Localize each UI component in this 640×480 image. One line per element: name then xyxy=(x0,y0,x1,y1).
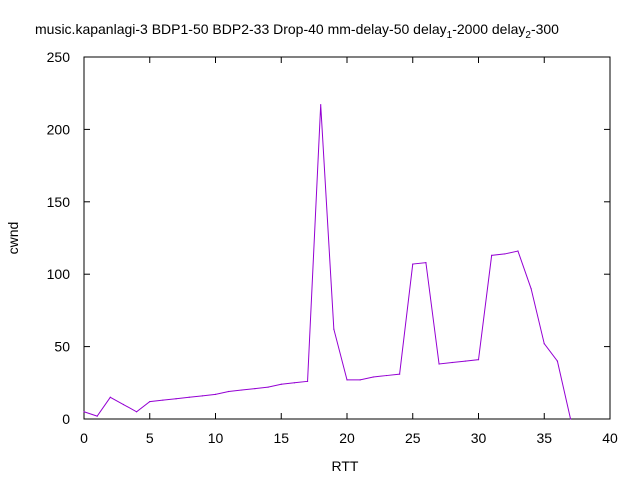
y-tick-label: 100 xyxy=(47,266,71,282)
x-axis-ticks: 0 5 10 15 20 25 30 35 40 xyxy=(80,57,618,446)
x-tick-label: 15 xyxy=(273,430,289,446)
data-point xyxy=(333,328,335,330)
x-tick-label: 10 xyxy=(208,430,224,446)
data-point xyxy=(241,389,243,391)
cwnd-series-line xyxy=(83,104,572,420)
data-point xyxy=(267,386,269,388)
data-point xyxy=(201,395,203,397)
data-point xyxy=(162,399,164,401)
data-point xyxy=(543,343,545,345)
x-axis-label: RTT xyxy=(332,458,359,474)
data-point xyxy=(530,288,532,290)
y-tick-label: 250 xyxy=(47,49,71,65)
x-tick-label: 40 xyxy=(602,430,618,446)
y-tick-label: 50 xyxy=(54,339,70,355)
y-tick-label: 200 xyxy=(47,121,71,137)
title-segment: music.kapanlagi-3 BDP1-50 BDP2-33 Drop-4… xyxy=(35,21,447,37)
title-segment: -300 xyxy=(531,21,559,37)
data-point xyxy=(412,263,414,265)
x-tick-label: 0 xyxy=(80,430,88,446)
data-point xyxy=(359,379,361,381)
data-point xyxy=(280,383,282,385)
y-tick-label: 150 xyxy=(47,194,71,210)
title-subscript: 1 xyxy=(447,30,453,41)
data-point xyxy=(149,401,151,403)
data-point xyxy=(385,374,388,377)
data-point xyxy=(372,376,374,378)
data-point xyxy=(477,359,480,361)
data-point xyxy=(175,398,177,400)
x-tick-label: 5 xyxy=(146,430,154,446)
plot-frame xyxy=(83,56,611,420)
data-point xyxy=(136,411,138,413)
data-point xyxy=(464,360,466,362)
title-segment: -2000 delay xyxy=(452,21,525,37)
data-point xyxy=(451,361,453,364)
data-point xyxy=(556,360,559,362)
data-point xyxy=(504,253,506,255)
data-point xyxy=(438,363,440,365)
x-tick-label: 25 xyxy=(405,430,421,446)
y-tick-label: 0 xyxy=(62,411,70,427)
data-point xyxy=(254,387,256,390)
data-point xyxy=(228,390,230,393)
data-point xyxy=(320,104,322,106)
data-point xyxy=(517,250,519,252)
chart-title: music.kapanlagi-3 BDP1-50 BDP2-33 Drop-4… xyxy=(35,21,559,41)
data-point xyxy=(122,403,125,406)
y-axis-label: cwnd xyxy=(5,222,21,255)
title-subscript: 2 xyxy=(525,30,531,41)
data-point xyxy=(569,418,572,420)
data-point xyxy=(293,382,295,384)
data-point xyxy=(346,379,348,381)
data-point xyxy=(83,411,85,413)
x-tick-label: 20 xyxy=(339,430,355,446)
data-point xyxy=(425,262,427,264)
series-layer xyxy=(83,104,572,420)
data-point xyxy=(214,393,217,395)
data-point xyxy=(491,254,493,256)
x-tick-label: 30 xyxy=(471,430,487,446)
data-point xyxy=(399,373,401,375)
data-point xyxy=(96,415,98,417)
y-axis-ticks: 0 50 100 150 200 250 xyxy=(47,49,610,427)
data-point xyxy=(109,396,111,398)
data-point xyxy=(188,396,190,398)
data-point xyxy=(306,380,309,382)
x-tick-label: 35 xyxy=(536,430,552,446)
